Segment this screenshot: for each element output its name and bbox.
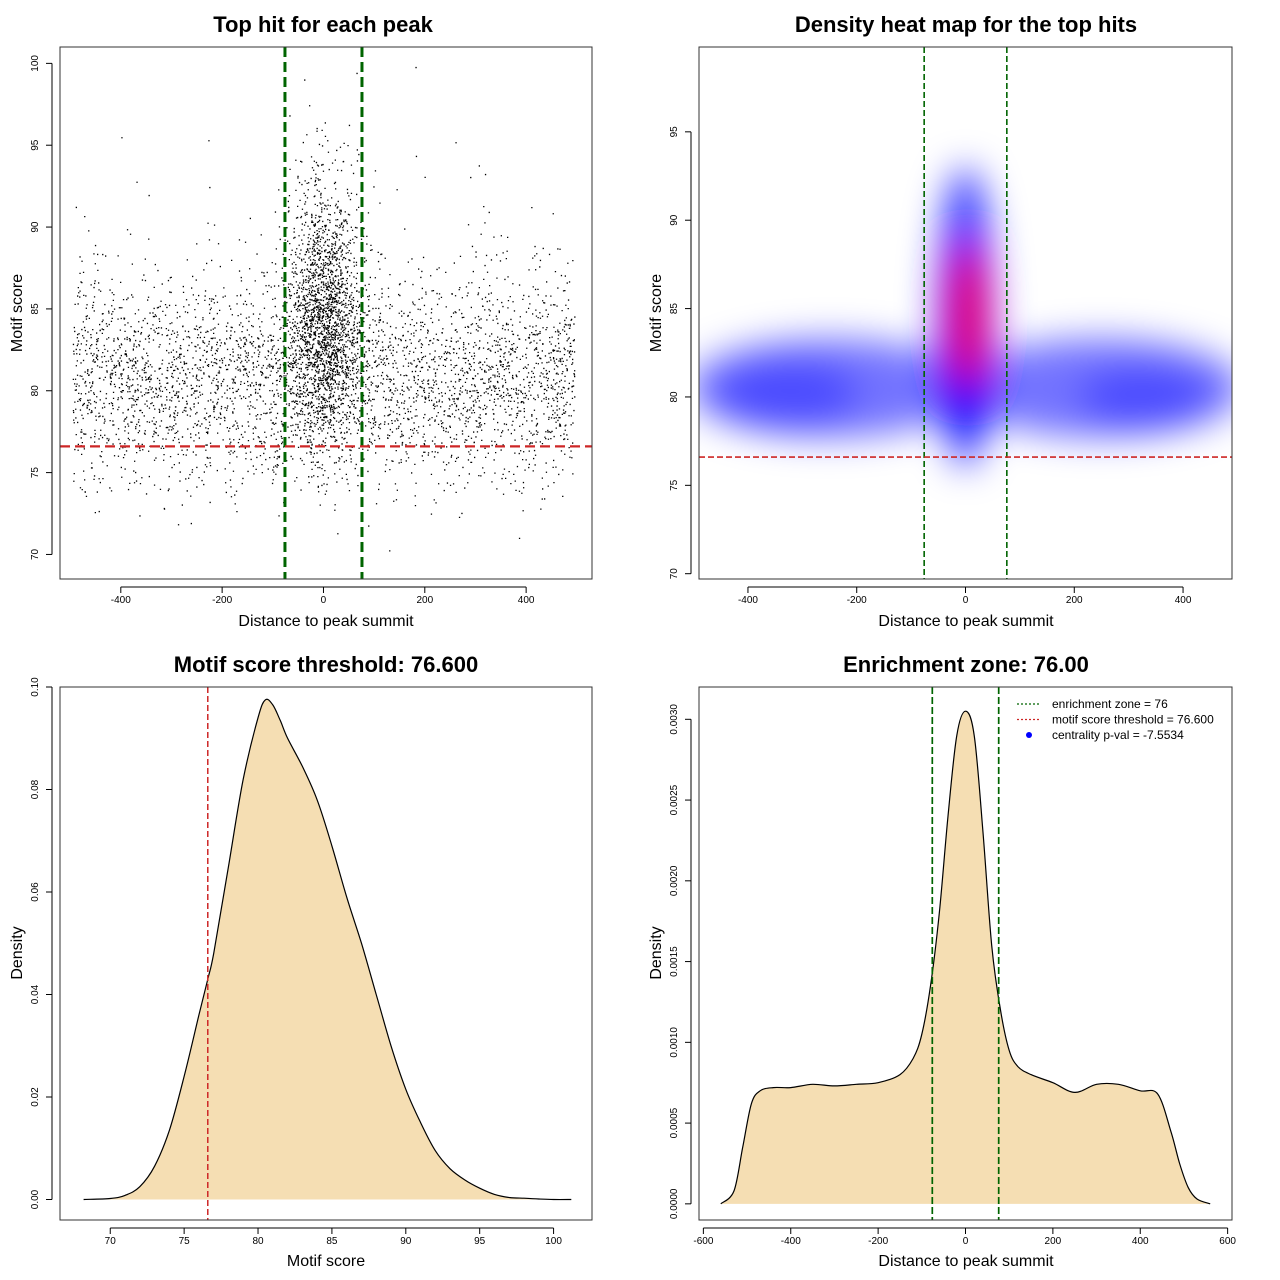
x-tick-label: -400 <box>781 1236 801 1247</box>
x-tick-label: 90 <box>400 1236 412 1247</box>
x-tick-label: -600 <box>693 1236 713 1247</box>
scatter-title: Top hit for each peak <box>213 12 433 37</box>
x-tick-label: -400 <box>111 595 131 606</box>
heatmap-y-axis-label: Motif score <box>648 274 665 352</box>
y-tick-label: 0.10 <box>30 677 41 697</box>
scatter-y-axis-label: Motif score <box>9 274 26 352</box>
x-tick-label: -200 <box>212 595 232 606</box>
x-tick-label: 70 <box>105 1236 117 1247</box>
scatter-point-cloud <box>72 66 576 552</box>
density-curve <box>720 710 1211 1205</box>
y-tick-label: 0.0000 <box>669 1188 680 1219</box>
heatmap-plot-frame <box>698 46 1233 580</box>
y-tick-label: 80 <box>30 385 41 397</box>
distance-density-plot-frame <box>698 686 1233 1221</box>
scatter-axes: -400 -200 0 200 400 70 75 80 85 90 95 100 <box>30 55 535 606</box>
y-tick-label: 70 <box>669 568 680 580</box>
density-core-right <box>1079 368 1211 426</box>
scatter-reference-lines <box>60 47 592 579</box>
heatmap-panel: Density heat map for the top hits -400 -2… <box>648 12 1233 630</box>
score-density-plot <box>83 687 572 1220</box>
legend-entry-label: centrality p-val = -7.5534 <box>1052 728 1184 742</box>
x-tick-label: -200 <box>847 595 867 606</box>
legend-entry-label: enrichment zone = 76 <box>1052 697 1168 711</box>
x-tick-label: 0 <box>321 595 327 606</box>
legend-entry-label: motif score threshold = 76.600 <box>1052 713 1214 727</box>
x-tick-label: 400 <box>1175 595 1192 606</box>
distance-density-y-axis-label: Density <box>648 926 665 979</box>
y-tick-label: 75 <box>669 479 680 491</box>
x-tick-label: 400 <box>1132 1236 1149 1247</box>
legend-dot-symbol <box>1026 732 1032 738</box>
heatmap-x-axis-label: Distance to peak summit <box>878 613 1054 630</box>
distance-density-axes: -600 -400 -200 0 200 400 600 0.0000 0.0005 0.0010… <box>669 704 1236 1247</box>
scatter-panel: Top hit for each peak -400 -200 0 200 400 70 7… <box>9 12 593 630</box>
y-tick-label: 100 <box>30 55 41 72</box>
x-tick-label: 200 <box>1066 595 1083 606</box>
y-tick-label: 90 <box>669 214 680 226</box>
y-tick-label: 0.0015 <box>669 946 680 977</box>
density-core-left <box>715 361 857 426</box>
y-tick-label: 95 <box>669 126 680 138</box>
y-tick-label: 70 <box>30 548 41 560</box>
score-density-y-axis-label: Density <box>9 926 26 979</box>
score-density-panel: Motif score threshold: 76.600 70 75 80 85 90… <box>9 652 593 1270</box>
x-tick-label: 200 <box>416 595 433 606</box>
legend: enrichment zone = 76 motif score threshol… <box>1017 697 1214 742</box>
x-tick-label: 80 <box>252 1236 264 1247</box>
y-tick-label: 0.04 <box>30 984 41 1004</box>
x-tick-label: -400 <box>738 595 758 606</box>
heatmap-density <box>699 47 1232 579</box>
heatmap-title: Density heat map for the top hits <box>795 12 1137 37</box>
y-tick-label: 85 <box>30 303 41 315</box>
y-tick-label: 0.06 <box>30 882 41 902</box>
y-tick-label: 0.0010 <box>669 1027 680 1058</box>
scatter-points <box>72 66 576 552</box>
density-curve <box>83 698 572 1201</box>
y-tick-label: 0.0005 <box>669 1107 680 1138</box>
x-tick-label: 400 <box>518 595 535 606</box>
y-tick-label: 80 <box>669 391 680 403</box>
y-tick-label: 0.0030 <box>669 704 680 735</box>
density-peak-core <box>951 246 985 389</box>
x-tick-label: 75 <box>179 1236 191 1247</box>
distance-density-panel: Enrichment zone: 76.00 -600 -400 -200 0 200 4… <box>648 652 1236 1270</box>
y-tick-label: 95 <box>30 139 41 151</box>
scatter-plot-frame <box>59 46 593 580</box>
x-tick-label: 95 <box>474 1236 486 1247</box>
x-tick-label: 0 <box>963 595 969 606</box>
score-density-x-axis-label: Motif score <box>287 1253 365 1270</box>
x-tick-label: 100 <box>545 1236 562 1247</box>
distance-density-plot <box>720 687 1211 1220</box>
y-tick-label: 75 <box>30 467 41 479</box>
score-density-plot-frame <box>59 686 593 1221</box>
x-tick-label: 0 <box>963 1236 969 1247</box>
distance-density-x-axis-label: Distance to peak summit <box>878 1253 1054 1270</box>
score-density-axes: 70 75 80 85 90 95 100 0.00 0.02 0.04 0.06 0.08 0.10 <box>30 677 562 1247</box>
x-tick-label: 200 <box>1045 1236 1062 1247</box>
x-tick-label: -200 <box>868 1236 888 1247</box>
score-density-title: Motif score threshold: 76.600 <box>174 652 478 677</box>
distance-density-title: Enrichment zone: 76.00 <box>843 652 1089 677</box>
y-tick-label: 0.02 <box>30 1087 41 1107</box>
y-tick-label: 90 <box>30 221 41 233</box>
x-tick-label: 600 <box>1219 1236 1236 1247</box>
heatmap-reference-lines <box>699 47 1232 579</box>
y-tick-label: 0.0025 <box>669 784 680 815</box>
scatter-x-axis-label: Distance to peak summit <box>238 613 414 630</box>
y-tick-label: 0.08 <box>30 779 41 799</box>
density-area <box>83 699 572 1200</box>
y-tick-label: 0.0020 <box>669 865 680 896</box>
y-tick-label: 85 <box>669 303 680 315</box>
density-area <box>720 711 1211 1204</box>
x-tick-label: 85 <box>326 1236 338 1247</box>
y-tick-label: 0.00 <box>30 1189 41 1209</box>
heatmap-axes: -400 -200 0 200 400 70 75 80 85 90 95 <box>669 126 1192 606</box>
